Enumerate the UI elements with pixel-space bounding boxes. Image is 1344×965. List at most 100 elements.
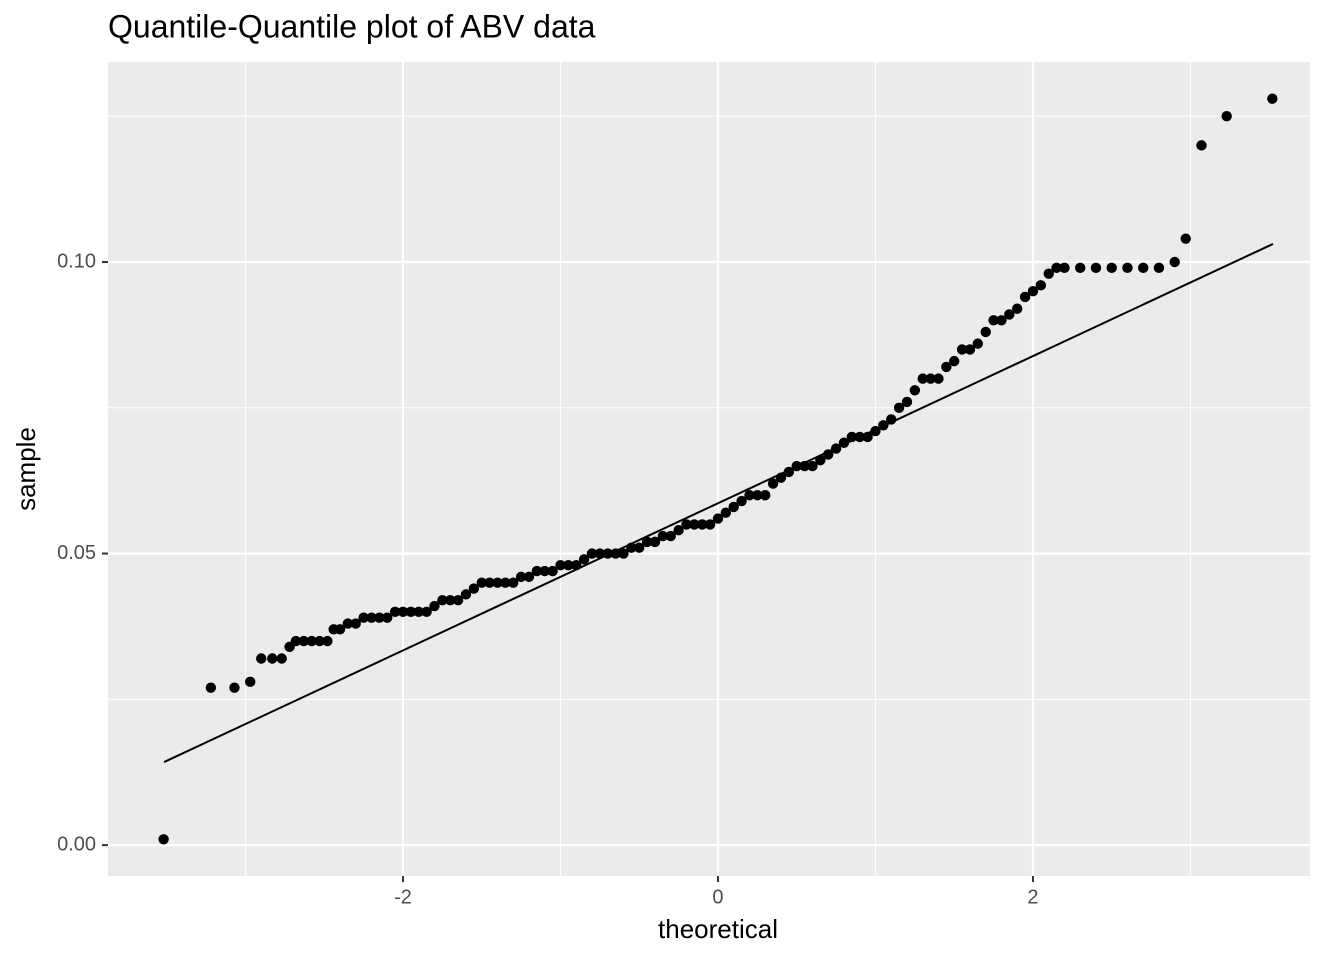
point bbox=[205, 682, 217, 693]
x-tick-label: 2 bbox=[1027, 886, 1038, 908]
point bbox=[429, 600, 440, 612]
point bbox=[1004, 309, 1015, 320]
point bbox=[374, 612, 385, 623]
point bbox=[720, 507, 732, 518]
point bbox=[1019, 291, 1031, 303]
point bbox=[728, 501, 739, 513]
point bbox=[421, 606, 432, 618]
x-axis-label: theoretical bbox=[658, 914, 778, 944]
point bbox=[704, 519, 716, 530]
point bbox=[468, 583, 480, 594]
point bbox=[1169, 256, 1180, 268]
point bbox=[256, 653, 267, 664]
point bbox=[1180, 233, 1191, 244]
point bbox=[964, 344, 976, 355]
panel-background bbox=[108, 62, 1310, 876]
point bbox=[500, 577, 511, 588]
point bbox=[158, 834, 169, 845]
point bbox=[1153, 262, 1165, 274]
point bbox=[893, 402, 905, 413]
point bbox=[563, 560, 574, 571]
point bbox=[956, 344, 968, 355]
point bbox=[492, 577, 503, 588]
point bbox=[1027, 285, 1039, 297]
point bbox=[334, 624, 346, 635]
point bbox=[350, 618, 361, 629]
point bbox=[531, 565, 543, 577]
point bbox=[634, 542, 645, 553]
x-tick-label: -2 bbox=[394, 886, 412, 908]
point bbox=[445, 594, 456, 606]
point bbox=[555, 560, 566, 571]
point bbox=[322, 635, 333, 647]
point bbox=[539, 565, 550, 577]
point bbox=[941, 361, 952, 373]
point bbox=[229, 682, 240, 693]
point bbox=[681, 519, 692, 530]
point bbox=[1043, 268, 1054, 279]
chart-title: Quantile-Quantile plot of ABV data bbox=[108, 8, 596, 44]
point bbox=[752, 490, 763, 501]
point bbox=[807, 460, 818, 472]
point bbox=[413, 606, 424, 618]
point bbox=[901, 396, 913, 408]
point bbox=[586, 548, 598, 559]
point bbox=[437, 594, 448, 606]
point bbox=[405, 606, 417, 618]
point bbox=[949, 355, 960, 367]
point bbox=[980, 326, 991, 338]
point bbox=[657, 530, 669, 542]
point bbox=[358, 612, 369, 623]
point bbox=[1106, 262, 1117, 274]
point bbox=[366, 612, 377, 623]
point bbox=[508, 577, 519, 588]
point bbox=[1035, 280, 1047, 291]
point bbox=[1012, 303, 1023, 314]
point bbox=[1075, 262, 1086, 274]
point bbox=[689, 519, 700, 530]
point bbox=[760, 490, 771, 501]
point bbox=[484, 577, 495, 588]
point bbox=[1221, 111, 1232, 122]
point bbox=[452, 594, 464, 606]
point bbox=[996, 315, 1007, 326]
point bbox=[245, 676, 256, 688]
point bbox=[342, 618, 354, 629]
point bbox=[925, 373, 936, 384]
point bbox=[1051, 262, 1062, 274]
point bbox=[290, 635, 302, 647]
point bbox=[712, 513, 724, 524]
point bbox=[933, 373, 944, 384]
y-tick-label: 0.00 bbox=[57, 833, 96, 855]
point bbox=[523, 571, 535, 583]
reference-line bbox=[163, 243, 1274, 763]
point bbox=[389, 606, 401, 618]
y-axis-label: sample bbox=[11, 427, 41, 511]
point bbox=[744, 490, 755, 501]
point bbox=[767, 478, 779, 489]
point bbox=[1059, 262, 1070, 274]
point bbox=[476, 577, 487, 588]
point bbox=[673, 525, 684, 536]
point bbox=[306, 635, 317, 647]
point bbox=[547, 565, 558, 577]
point bbox=[909, 385, 921, 396]
point bbox=[515, 571, 527, 583]
point bbox=[267, 653, 278, 664]
point bbox=[314, 635, 325, 647]
point bbox=[972, 338, 984, 349]
point bbox=[641, 536, 653, 548]
point bbox=[1196, 140, 1207, 151]
point bbox=[1090, 262, 1102, 274]
point bbox=[298, 635, 309, 647]
point bbox=[397, 606, 409, 618]
point bbox=[823, 449, 834, 460]
point bbox=[1267, 93, 1278, 104]
point bbox=[736, 495, 747, 507]
point bbox=[649, 536, 661, 548]
y-tick-label: 0.10 bbox=[57, 250, 96, 272]
y-tick-label: 0.05 bbox=[57, 542, 96, 564]
point bbox=[665, 530, 676, 542]
point bbox=[1122, 262, 1133, 274]
